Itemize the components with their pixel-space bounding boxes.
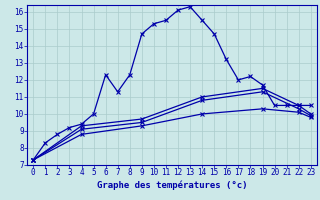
X-axis label: Graphe des températures (°c): Graphe des températures (°c)	[97, 180, 247, 190]
